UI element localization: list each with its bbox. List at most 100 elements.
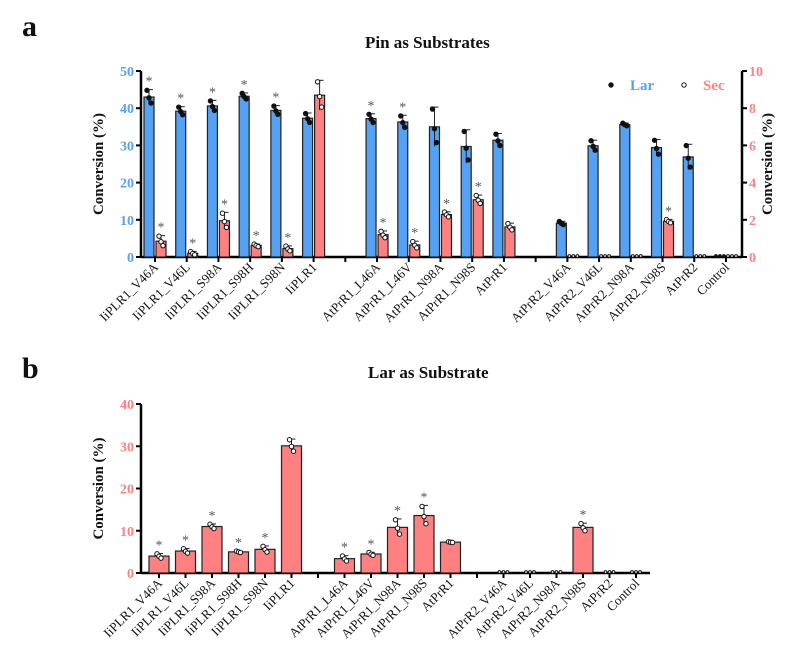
legend-label-sec: Sec [703,78,725,94]
replicate-point-sec [702,254,707,258]
bar-lar [175,110,187,258]
replicate-point-sec [528,570,532,574]
replicate-point-sec [497,570,502,574]
replicate-point-sec [160,242,166,249]
chart-a-y2tick-label: 6 [749,139,756,154]
significance-asterisk: * [421,490,428,505]
replicate-point-sec [314,79,321,85]
significance-asterisk: * [475,180,482,195]
replicate-point-sec [423,520,429,527]
replicate-point-lar [431,126,438,132]
significance-asterisk: * [241,78,248,93]
bar-sec [662,220,675,258]
replicate-point-sec [607,254,611,258]
bar-lar [619,123,631,258]
chart-b-ytick-label: 10 [120,525,134,540]
replicate-point-sec [192,252,198,258]
replicate-point-sec [509,227,515,233]
replicate-point-sec [611,570,616,574]
chart-a-y2tick-label: 10 [749,65,763,80]
bar-sec [201,525,223,574]
bar-sec [440,213,453,258]
replicate-point-sec [396,531,403,537]
bar-lar [650,147,663,258]
significance-asterisk: * [221,197,228,212]
legend-label-lar: Lar [630,78,655,94]
replicate-point-sec [578,520,584,527]
replicate-point-lar [718,254,722,258]
replicate-point-sec [290,448,297,454]
replicate-point-sec [603,570,608,574]
replicate-point-sec [382,234,388,241]
replicate-point-sec [221,218,228,225]
replicate-point-lar [588,138,594,144]
replicate-point-sec [571,254,576,258]
replicate-point-sec [318,104,325,110]
significance-asterisk: * [368,99,375,114]
replicate-point-sec [599,254,603,258]
bar-lar [143,96,155,258]
replicate-point-lar [497,142,503,149]
significance-asterisk: * [394,504,401,519]
replicate-point-lar [275,111,281,118]
bar-lar [682,156,694,258]
chart-b-ytick-label: 40 [120,398,134,413]
bar-sec [227,551,250,574]
replicate-point-sec [316,93,323,100]
replicate-point-lar [687,164,693,170]
replicate-point-lar [211,107,218,114]
replicate-point-sec [211,525,217,532]
replicate-point-sec [419,503,425,510]
replicate-point-sec [237,549,244,556]
replicate-point-lar [433,139,440,146]
chart-a-y2tick-label: 2 [749,214,756,229]
replicate-point-lar [465,157,471,163]
replicate-point-lar [714,254,718,258]
replicate-point-lar [722,254,726,258]
chart-b-ytick-label: 0 [127,567,134,582]
replicate-point-lar [495,138,501,144]
chart-b-ytick-label: 20 [120,483,134,498]
replicate-point-lar [180,112,186,118]
bar-lar [206,105,219,258]
replicate-point-sec [223,224,230,231]
replicate-point-sec [638,254,643,258]
replicate-point-sec [477,200,483,207]
bar-lar [587,145,599,258]
replicate-point-sec [698,254,703,258]
replicate-point-sec [730,254,734,258]
bar-lar [238,95,250,258]
chart-a-title: Pin as Substrates [365,33,490,52]
replicate-point-sec [505,570,510,574]
significance-asterisk: * [146,75,153,90]
replicate-point-lar [624,123,630,129]
replicate-point-sec [630,254,635,258]
replicate-point-lar [302,110,309,117]
legend-marker-lar [608,82,614,88]
chart-a-y2tick-label: 0 [749,251,756,266]
chart-b-ytick-label: 30 [120,440,134,455]
replicate-point-sec [694,254,699,258]
significance-asterisk: * [209,85,216,100]
replicate-point-lar [306,119,313,126]
significance-asterisk: * [580,508,587,523]
replicate-point-sec [286,437,293,443]
significance-asterisk: * [284,231,291,246]
replicate-point-sec [567,254,572,258]
replicate-point-lar [366,111,372,117]
significance-asterisk: * [399,100,406,115]
replicate-point-sec [287,248,293,254]
replicate-point-sec [392,517,399,523]
replicate-point-sec [558,570,563,574]
replicate-point-sec [582,528,588,534]
significance-asterisk: * [368,537,375,552]
bar-lar [270,109,282,258]
bar-sec [572,526,594,574]
significance-asterisk: * [272,91,279,106]
significance-asterisk: * [209,509,216,524]
replicate-point-sec [184,550,191,556]
replicate-point-lar [370,119,376,126]
replicate-point-sec [394,525,401,531]
bar-sec [280,445,303,574]
